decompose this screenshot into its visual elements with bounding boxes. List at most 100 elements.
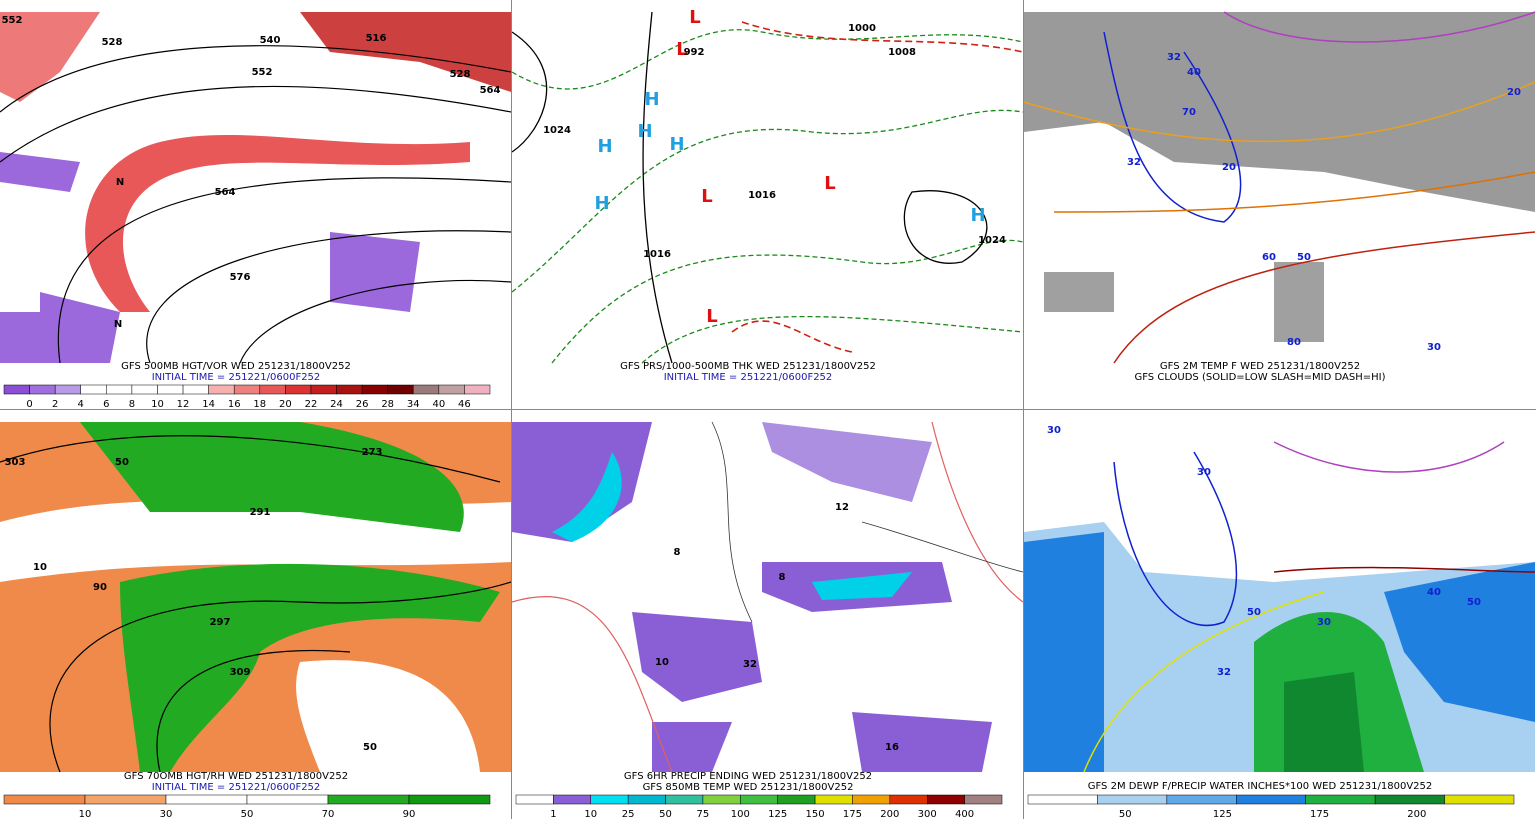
legend-label: 125 bbox=[1213, 809, 1232, 819]
map-700mb bbox=[0, 422, 512, 773]
legend-label: 34 bbox=[407, 399, 420, 410]
caption: GFS 850MB TEMP WED 251231/1800V252 bbox=[643, 782, 854, 793]
map-label: 80 bbox=[1287, 337, 1301, 348]
caption: INITIAL TIME = 251221/0600F252 bbox=[664, 372, 833, 383]
map-label: 992 bbox=[684, 47, 705, 58]
legend-swatch bbox=[926, 794, 965, 805]
legend-label: 46 bbox=[458, 399, 471, 410]
legend-swatch bbox=[1166, 794, 1237, 805]
map-label: L bbox=[689, 7, 700, 28]
legend-label: 100 bbox=[731, 809, 750, 819]
map-label: 40 bbox=[1187, 67, 1201, 78]
legend-label: 10 bbox=[79, 809, 92, 819]
legend-swatch bbox=[336, 384, 363, 395]
map-label: H bbox=[970, 205, 985, 226]
map-label: L bbox=[706, 306, 717, 327]
map-dewpoint bbox=[1024, 422, 1536, 773]
map-label: 20 bbox=[1222, 162, 1236, 173]
legend-swatch bbox=[740, 794, 778, 805]
map-label: 1016 bbox=[748, 190, 776, 201]
map-label: 90 bbox=[93, 582, 107, 593]
map-label: 516 bbox=[366, 33, 387, 44]
map-label: 297 bbox=[210, 617, 231, 628]
map-label: N bbox=[114, 319, 122, 330]
map-label: 528 bbox=[450, 69, 471, 80]
map-label: 70 bbox=[1182, 107, 1196, 118]
map-label: 1024 bbox=[978, 235, 1006, 246]
map-label: 8 bbox=[674, 547, 681, 558]
legend-swatch bbox=[285, 384, 312, 395]
legend-label: 175 bbox=[1310, 809, 1329, 819]
legend-label: 50 bbox=[1119, 809, 1132, 819]
legend-label: 16 bbox=[228, 399, 241, 410]
legend-label: 18 bbox=[253, 399, 266, 410]
map-label: H bbox=[597, 136, 612, 157]
caption: INITIAL TIME = 251221/0600F252 bbox=[152, 372, 321, 383]
legend-swatch bbox=[3, 794, 86, 805]
map-label: 50 bbox=[1247, 607, 1261, 618]
map-label: 564 bbox=[215, 187, 236, 198]
legend-swatch bbox=[106, 384, 133, 395]
map-label: 1008 bbox=[888, 47, 916, 58]
map-label: 40 bbox=[1427, 587, 1441, 598]
legend-swatch bbox=[3, 384, 30, 395]
map-label: 552 bbox=[2, 15, 23, 26]
legend-label: 28 bbox=[381, 399, 394, 410]
map-label: 50 bbox=[1467, 597, 1481, 608]
legend-swatch bbox=[233, 384, 261, 395]
legend-swatch bbox=[1236, 794, 1306, 805]
legend-swatch bbox=[1374, 794, 1445, 805]
legend-label: 200 bbox=[1407, 809, 1426, 819]
legend-swatch bbox=[327, 794, 410, 805]
legend-swatch bbox=[387, 384, 414, 395]
map-label: 30 bbox=[1197, 467, 1211, 478]
legend-label: 40 bbox=[432, 399, 445, 410]
map-label: 32 bbox=[1167, 52, 1181, 63]
caption: GFS 500MB HGT/VOR WED 251231/1800V252 bbox=[121, 361, 351, 372]
legend-label: 300 bbox=[918, 809, 937, 819]
legend-swatch bbox=[665, 794, 704, 805]
legend-swatch bbox=[1444, 794, 1515, 805]
legend-label: 10 bbox=[151, 399, 164, 410]
legend-swatch bbox=[29, 384, 56, 395]
legend-label: 10 bbox=[584, 809, 597, 819]
legend-label: 6 bbox=[103, 399, 109, 410]
legend-swatch bbox=[590, 794, 629, 805]
legend-label: 4 bbox=[78, 399, 84, 410]
map-label: 10 bbox=[655, 657, 669, 668]
map-label: 8 bbox=[779, 572, 786, 583]
legend-label: 125 bbox=[768, 809, 787, 819]
legend-swatch bbox=[627, 794, 666, 805]
map-500mb bbox=[0, 12, 512, 364]
map-pressure bbox=[511, 11, 1024, 364]
legend-swatch bbox=[814, 794, 853, 805]
map-label: 50 bbox=[115, 457, 129, 468]
map-label: L bbox=[676, 39, 687, 60]
legend-swatch bbox=[182, 384, 209, 395]
legend-swatch bbox=[157, 384, 184, 395]
legend-label: 0 bbox=[26, 399, 32, 410]
map-label: 1024 bbox=[543, 125, 571, 136]
legend-swatch bbox=[1305, 794, 1376, 805]
legend-swatch bbox=[208, 384, 235, 395]
map-label: 291 bbox=[250, 507, 271, 518]
legend-swatch bbox=[964, 794, 1003, 805]
map-label: N bbox=[116, 177, 124, 188]
legend-label: 150 bbox=[806, 809, 825, 819]
legend-label: 12 bbox=[177, 399, 190, 410]
legend-swatch bbox=[1027, 794, 1098, 805]
legend-label: 24 bbox=[330, 399, 343, 410]
map-label: 30 bbox=[1047, 425, 1061, 436]
map-label: 1000 bbox=[848, 23, 876, 34]
legend-label: 50 bbox=[659, 809, 672, 819]
legend-label: 1 bbox=[550, 809, 556, 819]
map-label: 273 bbox=[362, 447, 383, 458]
legend-swatch bbox=[131, 384, 158, 395]
caption: INITIAL TIME = 251221/0600F252 bbox=[152, 782, 321, 793]
legend-swatch bbox=[84, 794, 167, 805]
legend-swatch bbox=[553, 794, 592, 805]
caption: GFS PRS/1000-500MB THK WED 251231/1800V2… bbox=[620, 361, 876, 372]
legend-label: 22 bbox=[305, 399, 318, 410]
legend-swatch bbox=[246, 794, 329, 805]
map-label: 32 bbox=[1217, 667, 1231, 678]
